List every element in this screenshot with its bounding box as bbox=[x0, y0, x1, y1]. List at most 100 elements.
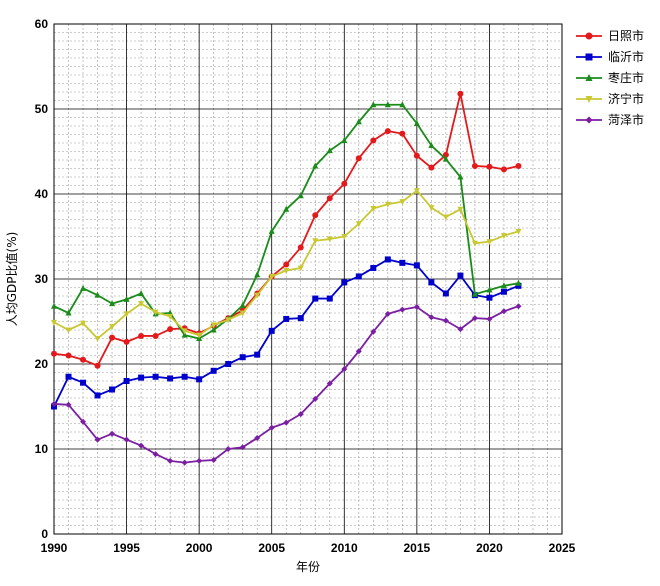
data-point bbox=[283, 205, 290, 212]
data-point bbox=[486, 163, 493, 170]
x-axis-title: 年份 bbox=[296, 560, 320, 574]
data-point bbox=[399, 306, 406, 313]
data-point bbox=[152, 309, 159, 316]
data-point bbox=[123, 311, 130, 318]
data-point bbox=[500, 308, 507, 315]
data-point bbox=[486, 315, 493, 322]
data-point bbox=[442, 290, 449, 297]
legend-item: 日照市 bbox=[576, 28, 644, 43]
data-point bbox=[181, 373, 188, 380]
data-point bbox=[80, 284, 87, 291]
data-point bbox=[341, 136, 348, 143]
data-point bbox=[413, 188, 420, 195]
legend-label: 枣庄市 bbox=[608, 70, 644, 85]
data-point bbox=[297, 411, 304, 418]
data-point bbox=[51, 400, 57, 407]
data-point bbox=[210, 457, 217, 464]
legend-swatch-marker bbox=[585, 53, 593, 61]
data-point bbox=[123, 338, 130, 345]
data-point bbox=[225, 361, 232, 367]
data-point bbox=[239, 310, 246, 317]
data-point bbox=[413, 262, 420, 269]
data-point bbox=[109, 324, 116, 331]
data-point bbox=[239, 301, 246, 308]
data-point bbox=[515, 303, 522, 310]
data-point bbox=[268, 424, 275, 431]
data-point bbox=[515, 228, 522, 235]
data-point bbox=[94, 291, 101, 298]
data-point bbox=[399, 199, 406, 206]
data-point bbox=[515, 282, 522, 289]
data-point bbox=[384, 310, 391, 317]
data-point bbox=[413, 152, 420, 159]
legend-item: 济宁市 bbox=[576, 91, 644, 106]
data-point bbox=[471, 290, 478, 297]
data-point bbox=[457, 326, 464, 333]
data-point bbox=[355, 273, 362, 280]
y-tick-label: 40 bbox=[35, 187, 49, 201]
data-point bbox=[65, 327, 72, 334]
data-point bbox=[457, 272, 464, 279]
data-point bbox=[138, 332, 145, 339]
legend-label: 济宁市 bbox=[608, 91, 644, 106]
data-point bbox=[167, 457, 174, 464]
data-point bbox=[312, 238, 319, 245]
y-axis-title: 人均GDP比值(%) bbox=[4, 232, 19, 327]
data-point bbox=[515, 162, 522, 169]
series-5 bbox=[51, 303, 522, 466]
data-point bbox=[486, 286, 493, 293]
data-point bbox=[486, 294, 493, 301]
x-tick-label: 1995 bbox=[113, 541, 140, 555]
legend-label: 日照市 bbox=[608, 28, 644, 43]
data-point bbox=[442, 155, 449, 162]
data-point bbox=[65, 401, 72, 408]
data-point bbox=[94, 436, 101, 443]
y-tick-label: 60 bbox=[35, 17, 49, 31]
data-point bbox=[51, 302, 57, 309]
x-tick-label: 2000 bbox=[186, 541, 213, 555]
series-3 bbox=[51, 101, 522, 341]
data-point bbox=[138, 301, 145, 308]
data-point bbox=[500, 288, 507, 295]
data-point bbox=[457, 90, 464, 97]
series-layer bbox=[51, 90, 522, 466]
data-point bbox=[152, 451, 159, 458]
data-point bbox=[297, 315, 304, 322]
data-point bbox=[297, 265, 304, 272]
data-point bbox=[312, 212, 319, 219]
data-point bbox=[80, 418, 87, 425]
data-point bbox=[283, 261, 290, 268]
data-point bbox=[210, 322, 217, 329]
data-point bbox=[326, 295, 333, 302]
data-point bbox=[428, 205, 435, 212]
legend-swatch-marker bbox=[585, 74, 593, 81]
data-point bbox=[312, 295, 319, 302]
data-point bbox=[312, 162, 319, 169]
data-point bbox=[399, 130, 406, 137]
data-point bbox=[428, 142, 435, 149]
data-point bbox=[471, 240, 478, 247]
data-point bbox=[167, 326, 174, 333]
data-point bbox=[123, 436, 130, 443]
data-point bbox=[471, 162, 478, 169]
data-point bbox=[181, 328, 188, 335]
data-point bbox=[109, 430, 116, 437]
data-point bbox=[399, 101, 406, 108]
x-tick-label: 2025 bbox=[549, 541, 576, 555]
data-point bbox=[326, 380, 333, 387]
legend-swatch-marker bbox=[585, 32, 593, 40]
data-point bbox=[297, 192, 304, 199]
data-point bbox=[442, 214, 449, 221]
data-point bbox=[442, 151, 449, 158]
data-point bbox=[167, 313, 174, 320]
data-point bbox=[225, 317, 232, 324]
data-point bbox=[341, 234, 348, 240]
data-point bbox=[370, 101, 377, 108]
data-point bbox=[123, 378, 130, 384]
data-point bbox=[428, 314, 435, 321]
x-tick-label: 2005 bbox=[258, 541, 285, 555]
x-axis-ticks: 1990 1995 2000 2005 2010 2015 2020 2025 bbox=[41, 541, 576, 555]
data-point bbox=[442, 317, 449, 324]
